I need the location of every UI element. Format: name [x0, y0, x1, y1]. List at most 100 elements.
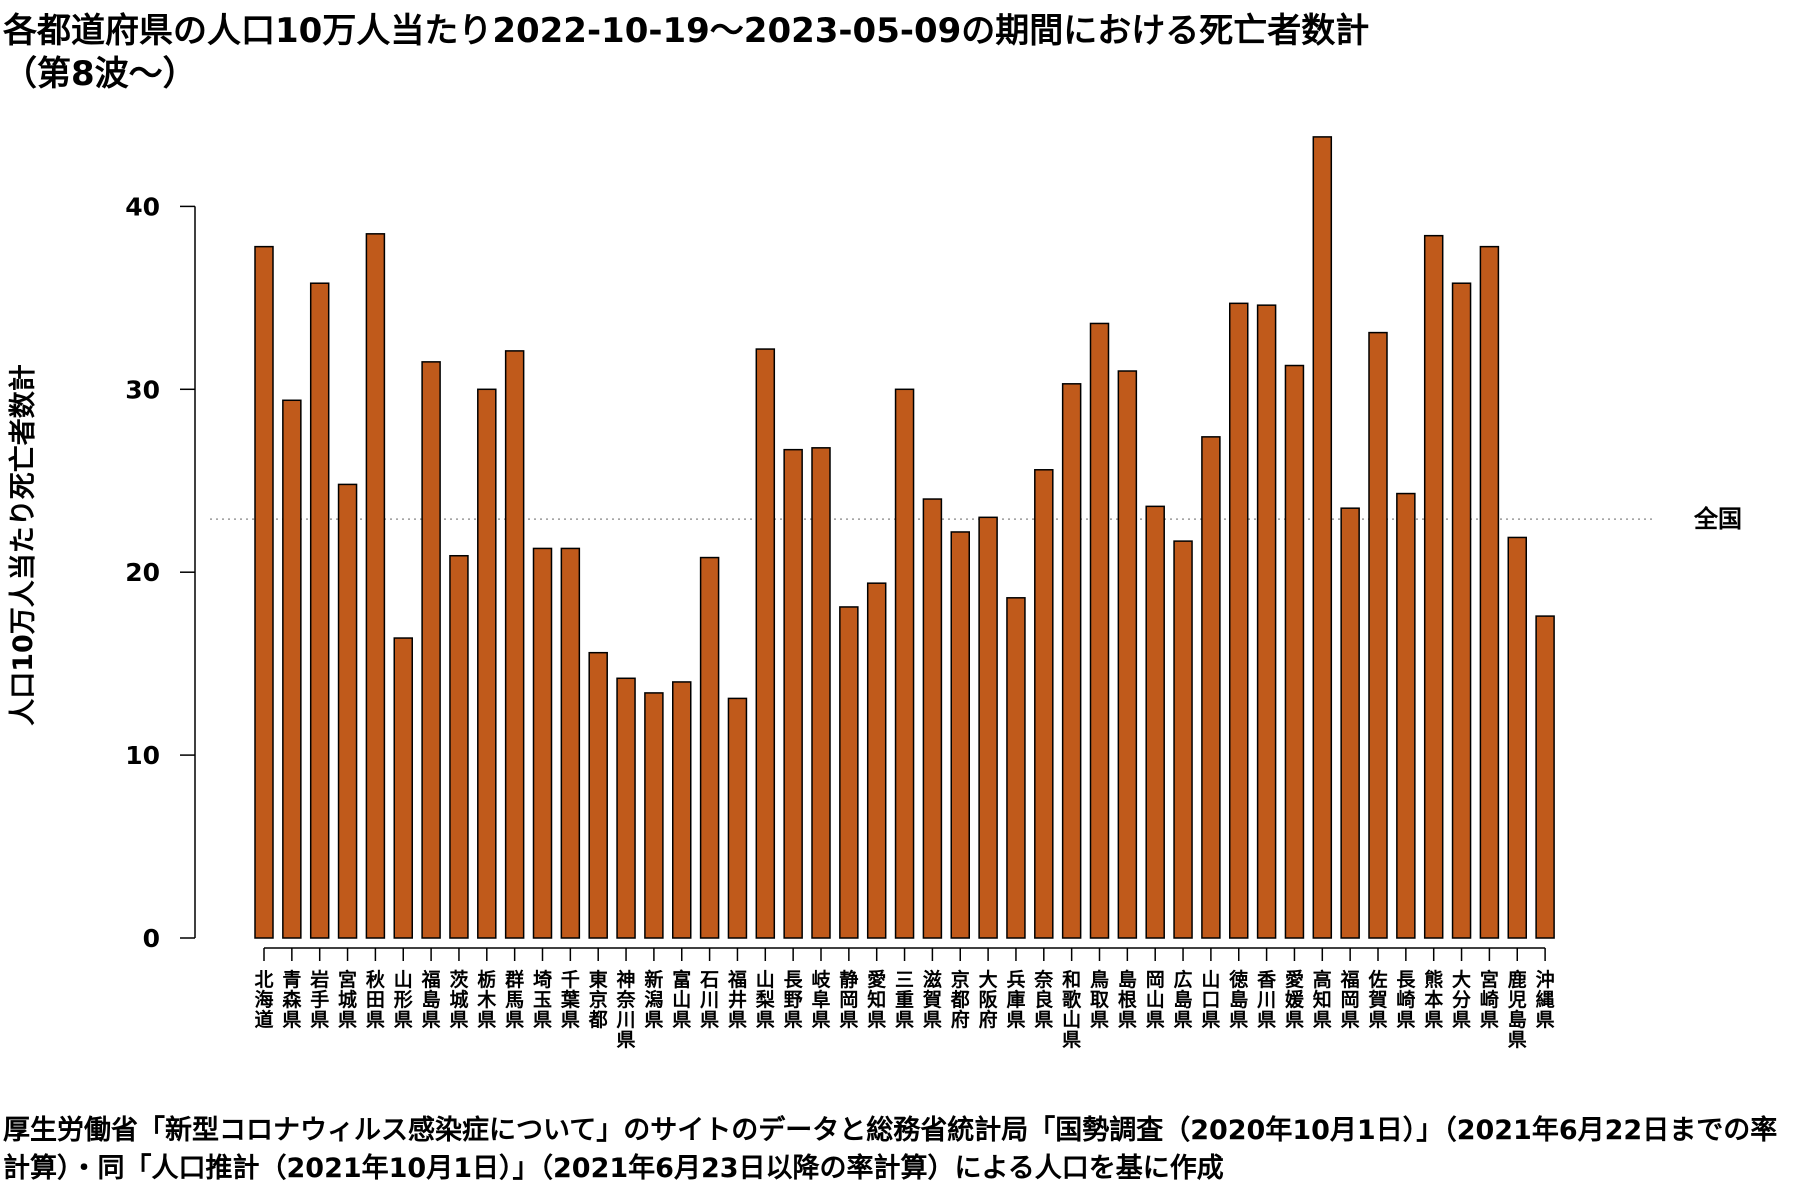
x-tick-label: 大分県	[1452, 968, 1471, 1031]
x-tick-label: 山梨県	[755, 969, 776, 1031]
bar	[337, 483, 358, 939]
bar	[1284, 364, 1305, 939]
bar	[449, 554, 469, 939]
x-tick-label: 滋賀県	[922, 968, 942, 1031]
bar	[1006, 597, 1026, 939]
x-tick-label: 埼玉県	[533, 968, 552, 1031]
bar	[560, 547, 581, 939]
x-tick-label: 群馬県	[504, 968, 524, 1031]
bar	[783, 448, 803, 939]
bar	[978, 516, 998, 939]
x-tick-label: 静岡県	[839, 968, 858, 1031]
bar	[1173, 540, 1193, 939]
x-tick-label: 徳島県	[1228, 968, 1248, 1031]
y-tick-label: 10	[125, 741, 160, 770]
bar	[1117, 370, 1138, 939]
bar	[1312, 136, 1333, 939]
y-tick-label: 30	[125, 375, 160, 404]
bar	[588, 651, 608, 939]
y-tick-label: 20	[125, 558, 160, 587]
source-note: 厚生労働省「新型コロナウィルス感染症について」のサイトのデータと総務省統計局「国…	[3, 1115, 1778, 1184]
bars	[254, 136, 1555, 939]
x-tick-label: 青森県	[282, 969, 302, 1031]
bar	[1340, 507, 1360, 939]
x-tick-label: 山形県	[394, 969, 413, 1031]
x-tick-label: 三重県	[895, 969, 914, 1031]
bar	[309, 282, 330, 939]
x-tick-label: 長野県	[784, 969, 804, 1031]
x-tick-label: 奈良県	[1033, 968, 1054, 1031]
bar	[727, 697, 748, 939]
x-tick-label: 神奈川県	[616, 968, 637, 1051]
x-tick-label: 鹿児島県	[1507, 968, 1527, 1051]
bar	[811, 447, 831, 939]
bar	[532, 547, 553, 939]
bar	[1451, 282, 1472, 939]
x-tick-label: 高知県	[1313, 968, 1332, 1031]
bar	[1423, 234, 1444, 939]
y-axis-title: 人口10万人当たり死亡者数計	[7, 364, 39, 726]
x-tick-label: 福井県	[727, 968, 747, 1031]
bar	[922, 498, 943, 939]
bar	[1034, 469, 1054, 939]
bar	[1201, 436, 1221, 939]
x-tick-label: 山口県	[1201, 969, 1220, 1031]
x-tick-label: 熊本県	[1424, 968, 1443, 1031]
bar	[644, 692, 664, 939]
bar	[477, 388, 497, 939]
bar	[254, 245, 274, 939]
bar	[894, 388, 915, 939]
x-tick-label: 広島県	[1174, 968, 1193, 1031]
bar	[365, 233, 386, 939]
x-tick-label: 沖縄県	[1536, 968, 1555, 1031]
x-tick-label: 福岡県	[1340, 968, 1360, 1031]
bar	[1145, 505, 1165, 939]
bar	[699, 556, 720, 939]
x-tick-label: 愛媛県	[1284, 969, 1305, 1031]
bar	[1229, 302, 1249, 939]
x-tick-label: 愛知県	[867, 969, 886, 1031]
x-tick-label: 栃木県	[476, 968, 497, 1031]
x-tick-label: 石川県	[699, 969, 719, 1031]
x-tick-label: 佐賀県	[1367, 968, 1387, 1031]
bar	[282, 399, 302, 939]
bar	[866, 582, 887, 939]
bar	[1061, 383, 1082, 939]
x-tick-label: 大阪府	[979, 968, 999, 1031]
x-axis: 北海道青森県岩手県宮城県秋田県山形県福島県茨城県栃木県群馬県埼玉県千葉県東京都神…	[254, 947, 1555, 1051]
x-tick-label: 秋田県	[366, 968, 386, 1031]
bar	[393, 637, 413, 939]
x-tick-label: 宮崎県	[1480, 968, 1499, 1031]
bar	[1089, 322, 1110, 939]
bar	[755, 348, 776, 939]
bar	[1535, 615, 1555, 939]
y-tick-label: 40	[125, 192, 160, 221]
x-tick-label: 富山県	[672, 968, 691, 1031]
bar	[504, 350, 525, 939]
x-tick-label: 岐阜県	[811, 969, 831, 1031]
bar	[950, 531, 970, 939]
x-tick-label: 和歌山県	[1062, 968, 1082, 1051]
x-tick-label: 宮城県	[338, 968, 357, 1031]
x-tick-label: 鳥取県	[1090, 968, 1109, 1031]
x-tick-label: 福島県	[421, 968, 441, 1031]
x-tick-label: 茨城県	[449, 968, 468, 1031]
y-axis: 0 10 20 30 40	[125, 192, 196, 953]
reference-line-label: 全国	[1693, 505, 1742, 533]
bar	[839, 606, 859, 939]
bar	[1396, 492, 1416, 939]
x-tick-label: 岩手県	[309, 968, 329, 1031]
bar	[1256, 304, 1277, 939]
x-tick-label: 東京都	[588, 968, 608, 1031]
x-tick-label: 千葉県	[560, 969, 581, 1031]
x-tick-label: 新潟県	[644, 968, 663, 1031]
bar	[1479, 245, 1500, 939]
chart-title: 各都道府県の人口10万人当たり2022-10-19〜2023-05-09の期間に…	[3, 11, 1370, 94]
bar	[421, 361, 441, 939]
x-tick-label: 兵庫県	[1006, 969, 1025, 1031]
x-tick-label: 長崎県	[1396, 969, 1416, 1031]
bar	[672, 681, 692, 939]
bar	[616, 677, 636, 939]
x-tick-label: 北海道	[254, 969, 273, 1031]
